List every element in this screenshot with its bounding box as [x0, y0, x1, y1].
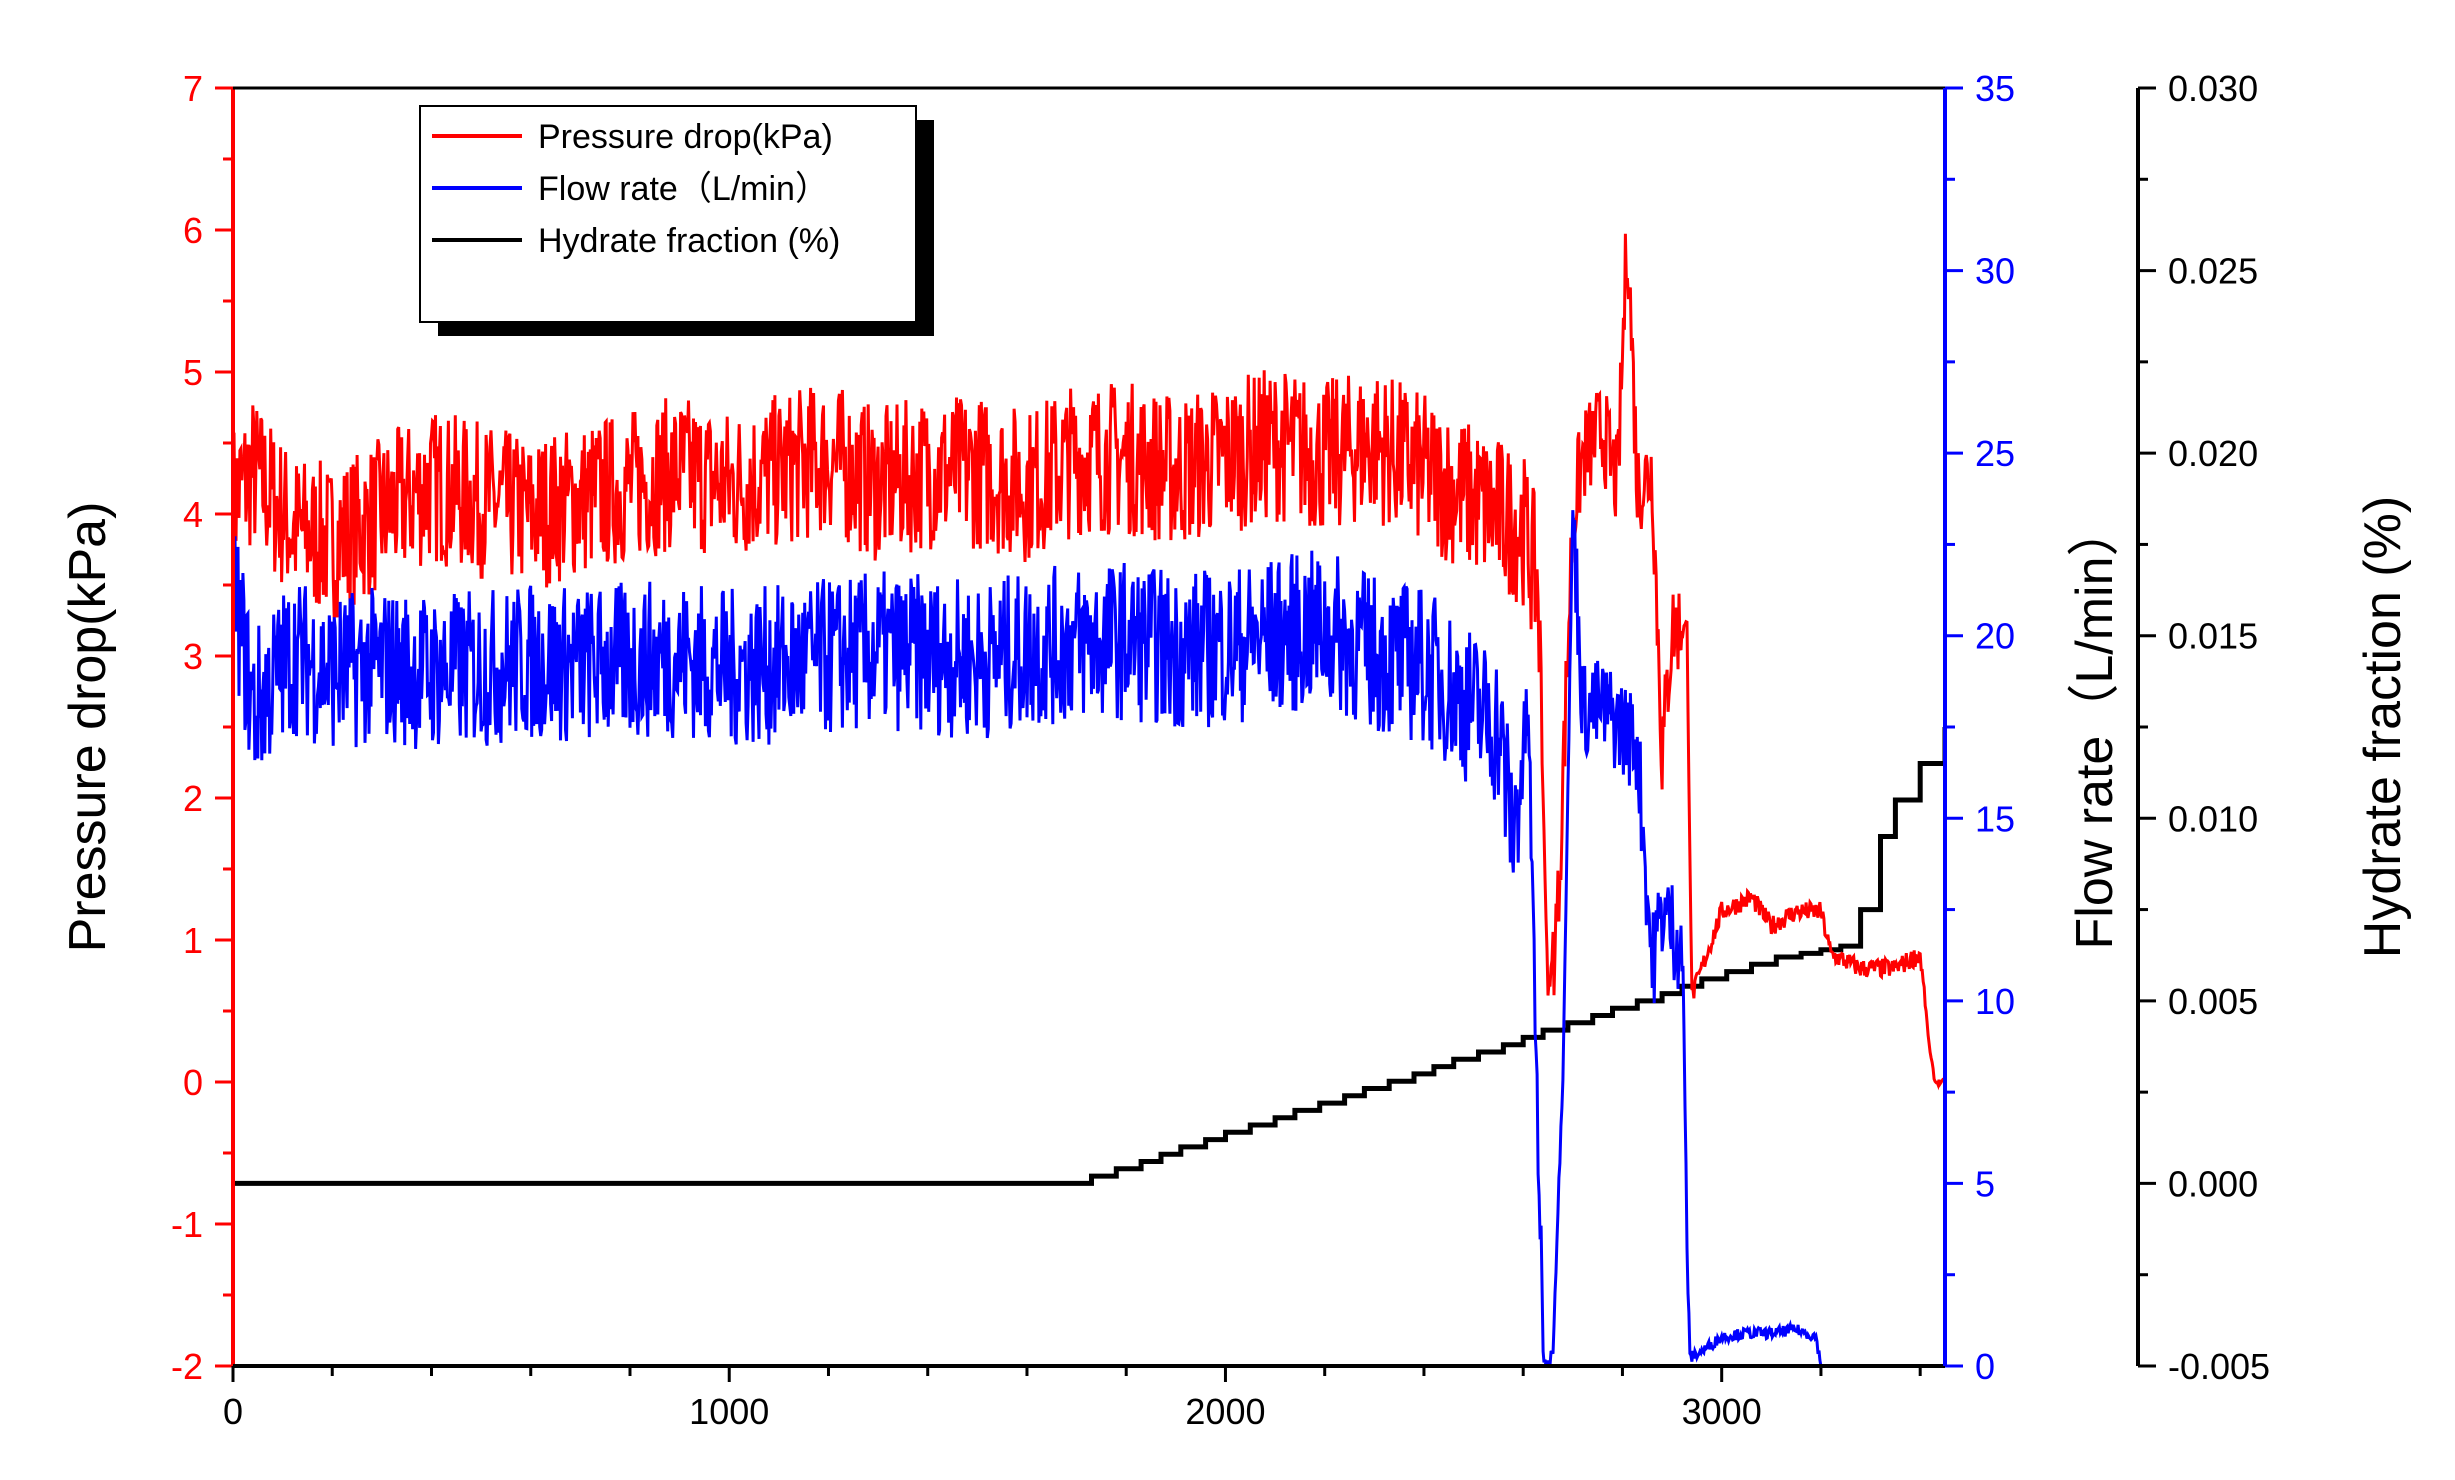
x-axis-tick-label: 3000	[1682, 1391, 1762, 1432]
left-axis-tick-label: 4	[183, 494, 203, 535]
hydrate-axis-tick-label: -0.005	[2168, 1346, 2270, 1387]
legend-label-pressure: Pressure drop(kPa)	[538, 118, 833, 156]
x-axis-ticks: 0 1000 2000 3000	[223, 1366, 1922, 1432]
flow-axis-tick-label: 5	[1975, 1163, 1995, 1204]
hydrate-axis-tick-label: 0.010	[2168, 798, 2258, 839]
flow-axis-tick-label: 35	[1975, 68, 2015, 109]
flow-axis-tick-label: 20	[1975, 616, 2015, 657]
flow-axis-tick-label: 10	[1975, 981, 2015, 1022]
hydrate-axis-ticks: -0.005 0.000 0.005 0.010 0.015 0.020 0.025 0.03…	[2138, 68, 2270, 1387]
flow-axis-tick-label: 0	[1975, 1346, 1995, 1387]
series-line-hydrate-fraction	[233, 727, 1945, 1186]
left-axis-tick-label: 5	[183, 352, 203, 393]
legend-box	[419, 105, 917, 323]
left-axis-tick-label: -1	[171, 1204, 203, 1245]
hydrate-axis-tick-label: 0.015	[2168, 616, 2258, 657]
series-line-pressure-drop	[233, 233, 1945, 1091]
series-line-flow-rate	[233, 510, 1945, 1366]
hydrate-axis-title: Hydrate fraction (%)	[2354, 496, 2412, 958]
left-axis-title: Pressure drop(kPa)	[59, 502, 117, 953]
left-axis-tick-label: 1	[183, 920, 203, 961]
left-axis-tick-label: 7	[183, 68, 203, 109]
hydrate-axis-tick-label: 0.000	[2168, 1163, 2258, 1204]
hydrate-axis-tick-label: 0.030	[2168, 68, 2258, 109]
legend-label-hydrate: Hydrate fraction (%)	[538, 222, 840, 260]
x-axis-tick-label: 2000	[1185, 1391, 1265, 1432]
flow-axis-title: Flow rate（L/min）	[2066, 505, 2124, 950]
flow-axis-tick-label: 15	[1975, 798, 2015, 839]
hydrate-axis-tick-label: 0.005	[2168, 981, 2258, 1022]
flow-axis-tick-label: 25	[1975, 433, 2015, 474]
left-axis-tick-label: 3	[183, 636, 203, 677]
hydrate-axis-tick-label: 0.025	[2168, 251, 2258, 292]
left-axis-ticks: -2 -1 0 1 2 3 4 5 6 7	[171, 68, 233, 1387]
legend-label-flow: Flow rate（L/min）	[538, 170, 829, 208]
flow-axis-tick-label: 30	[1975, 251, 2015, 292]
left-axis-tick-label: 6	[183, 210, 203, 251]
left-axis-tick-label: 0	[183, 1062, 203, 1103]
flow-axis-ticks: 0 5 10 15 20 25 30 35	[1945, 68, 2015, 1387]
hydrate-axis-tick-label: 0.020	[2168, 433, 2258, 474]
legend: Pressure drop(kPa) Flow rate（L/min） Hydr…	[419, 105, 934, 336]
x-axis-tick-label: 1000	[689, 1391, 769, 1432]
x-axis-tick-label: 0	[223, 1391, 243, 1432]
left-axis-tick-label: 2	[183, 778, 203, 819]
left-axis-tick-label: -2	[171, 1346, 203, 1387]
